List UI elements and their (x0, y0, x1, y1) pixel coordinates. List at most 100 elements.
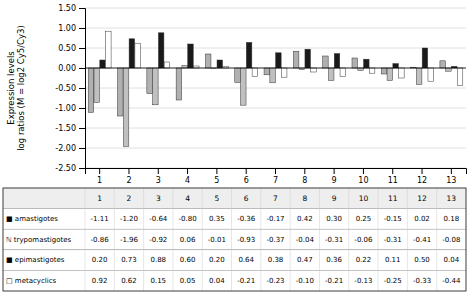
y-tick-mark (79, 108, 85, 109)
table-column-line (378, 188, 379, 291)
grid (85, 8, 466, 168)
table-header: 1 (97, 194, 102, 203)
table-row-label: ■ epimastigotes (6, 256, 65, 264)
grid-line (85, 148, 466, 149)
x-tick: 2 (126, 168, 131, 185)
table-header: 5 (214, 194, 219, 203)
x-tick-mark (363, 168, 364, 174)
y-tick-mark (79, 28, 85, 29)
table-value: 0.06 (180, 236, 196, 244)
y-tick: 0.50 (58, 44, 85, 53)
table-column-line (143, 188, 144, 291)
table-row-bg (3, 270, 466, 291)
table-header: 12 (417, 194, 427, 203)
bar (387, 68, 392, 80)
table-value: 0.20 (209, 256, 225, 264)
table-value: -0.64 (149, 215, 168, 223)
table-header: 10 (359, 194, 369, 203)
grid-line (85, 8, 466, 9)
table-column-line (319, 188, 320, 291)
table-value: -0.31 (384, 236, 402, 244)
y-tick-mark (79, 48, 85, 49)
bar (100, 60, 105, 68)
y-tick-mark (79, 128, 85, 129)
table-header: 13 (447, 194, 457, 203)
y-tick-label: -0.50 (55, 84, 76, 93)
table-value: -0.80 (179, 215, 197, 223)
bar (305, 49, 310, 68)
y-tick-label: 0.50 (58, 44, 76, 53)
y-tick: -2.50 (55, 164, 85, 173)
y-tick-label: 0.00 (58, 64, 76, 73)
y-tick: -0.50 (55, 84, 85, 93)
x-tick-mark (304, 168, 305, 174)
x-tick-label: 3 (156, 176, 161, 185)
x-tick: 6 (244, 168, 249, 185)
x-tick-label: 11 (388, 176, 398, 185)
table-column-line (407, 188, 408, 291)
table-column-line (114, 188, 115, 291)
x-tick: 9 (332, 168, 337, 185)
table-value: 0.22 (356, 256, 372, 264)
x-tick-label: 6 (244, 176, 249, 185)
bar (176, 68, 181, 100)
bar (270, 68, 275, 83)
table-value: -0.01 (208, 236, 226, 244)
y-axis-title-line: Expression levels (6, 51, 16, 125)
y-tick-label: -2.50 (55, 164, 76, 173)
table-value: -0.37 (266, 236, 284, 244)
bar (118, 68, 123, 116)
x-axis: 12345678910111213 (86, 168, 467, 185)
table-row-bg (3, 229, 466, 250)
table-value: -0.31 (325, 236, 343, 244)
table-value: 0.20 (92, 256, 108, 264)
table-value: 0.25 (356, 215, 372, 223)
table-value: -0.25 (384, 277, 402, 285)
table-header-bg (3, 188, 466, 209)
y-tick: -1.50 (55, 124, 85, 133)
table-value: 0.38 (268, 256, 284, 264)
x-tick: 10 (358, 168, 368, 185)
bar (446, 68, 451, 71)
table-value: 0.02 (414, 215, 430, 223)
bar (88, 68, 93, 112)
bar (129, 39, 134, 68)
x-tick: 3 (156, 168, 161, 185)
table-column-line (260, 188, 261, 291)
x-tick-mark (216, 168, 217, 174)
data-table: 12345678910111213■ amastigotes-1.11-1.20… (3, 188, 466, 291)
bar (276, 53, 281, 68)
bar (440, 61, 445, 68)
bar (364, 59, 369, 68)
grid-line (85, 128, 466, 129)
table-value: 0.36 (326, 256, 342, 264)
bar (334, 54, 339, 68)
x-tick: 13 (446, 168, 456, 185)
bar (147, 68, 152, 94)
x-tick: 11 (388, 168, 398, 185)
y-axis-line (79, 9, 86, 169)
y-tick-label: 1.00 (58, 24, 76, 33)
bar (422, 48, 427, 68)
bar (164, 62, 169, 68)
table-header: 2 (127, 194, 132, 203)
bar (323, 56, 328, 68)
table-value: 0.04 (444, 256, 460, 264)
grid-line (85, 48, 466, 49)
bar (94, 68, 99, 102)
x-tick-label: 1 (97, 176, 102, 185)
bar (252, 68, 257, 76)
table-value: -0.08 (442, 236, 460, 244)
x-tick-mark (158, 168, 159, 174)
chart: -2.50-2.00-1.50-1.00-0.500.000.501.001.5… (0, 0, 472, 294)
x-tick: 12 (417, 168, 427, 185)
y-tick-mark (79, 88, 85, 89)
table-value: 0.05 (180, 277, 196, 285)
table-value: 0.73 (121, 256, 137, 264)
bar (399, 68, 404, 78)
x-tick: 4 (185, 168, 190, 185)
table-column-line (85, 188, 86, 291)
bar (235, 68, 240, 82)
x-tick: 5 (214, 168, 219, 185)
bar (393, 64, 398, 68)
